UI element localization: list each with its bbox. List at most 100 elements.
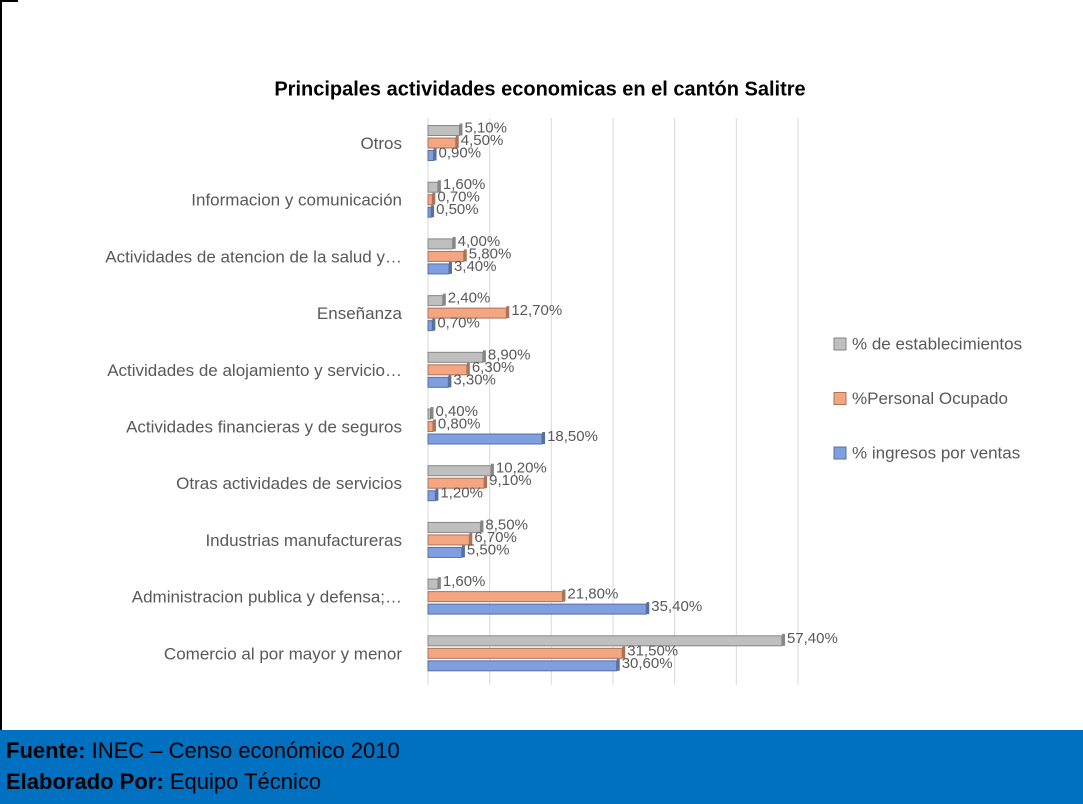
- data-label: 8,90%: [488, 346, 531, 363]
- legend-label: % de establecimientos: [852, 334, 1022, 353]
- bar-side: [542, 432, 546, 445]
- data-label: 0,40%: [435, 403, 478, 420]
- bar-side: [442, 293, 446, 306]
- bar-side: [622, 646, 626, 659]
- bar-side: [459, 123, 463, 136]
- data-label: 5,80%: [469, 245, 512, 262]
- bar: [427, 295, 444, 307]
- data-label: 0,90%: [439, 144, 482, 161]
- bar-side: [506, 306, 510, 319]
- bar-side: [433, 148, 437, 161]
- bar: [427, 546, 463, 558]
- data-label: 5,10%: [464, 119, 507, 136]
- source-label: Fuente:: [6, 738, 86, 763]
- data-label: 1,60%: [443, 176, 486, 193]
- bar-side: [437, 180, 441, 193]
- bar-side: [432, 419, 436, 432]
- bar-side: [431, 205, 435, 218]
- data-label: 6,70%: [474, 529, 517, 546]
- data-label: 0,80%: [438, 415, 481, 432]
- bar-side: [781, 633, 785, 646]
- data-label: 6,30%: [472, 359, 515, 376]
- data-label: 2,40%: [448, 290, 491, 307]
- data-label: 8,50%: [485, 516, 528, 533]
- data-label: 57,40%: [787, 630, 838, 647]
- bar: [427, 660, 618, 672]
- bar-side: [480, 520, 484, 533]
- data-label: 0,70%: [437, 315, 480, 332]
- data-label: 0,70%: [437, 189, 480, 206]
- y-tick-label: Enseñanza: [317, 304, 403, 323]
- footer: Fuente: INEC – Censo económico 2010 Elab…: [0, 730, 1083, 804]
- bar: [427, 408, 431, 420]
- bar-side: [646, 602, 650, 615]
- data-label: 3,40%: [454, 258, 497, 275]
- data-label: 35,40%: [651, 598, 702, 615]
- y-tick-label: Industrias manufactureras: [205, 531, 402, 550]
- legend-label: %Personal Ocupado: [852, 389, 1008, 408]
- bar: [427, 521, 481, 533]
- bar-side: [616, 658, 620, 671]
- chart: Principales actividades economicas en el…: [0, 0, 1022, 730]
- bar: [427, 194, 433, 206]
- data-label: 18,50%: [547, 428, 598, 445]
- data-label: 3,30%: [453, 371, 496, 388]
- y-tick-label: Otros: [360, 134, 402, 153]
- bar: [427, 465, 492, 477]
- bar: [427, 647, 623, 659]
- bar: [427, 421, 434, 433]
- bar-side: [437, 577, 441, 590]
- y-tick-label: Administracion publica y defensa;…: [132, 588, 402, 607]
- bar-side: [461, 545, 465, 558]
- source: INEC – Censo económico 2010: [91, 738, 400, 763]
- bar-side: [469, 532, 473, 545]
- bar: [427, 433, 543, 445]
- data-label: 10,20%: [496, 460, 547, 477]
- legend-label: % ingresos por ventas: [852, 443, 1020, 462]
- author-line: Elaborado Por: Equipo Técnico: [6, 766, 1083, 797]
- data-label: 5,50%: [467, 541, 510, 558]
- data-label: 4,50%: [461, 132, 504, 149]
- bar: [427, 490, 436, 502]
- bar: [427, 150, 435, 162]
- y-tick-label: Otras actividades de servicios: [176, 474, 402, 493]
- bar-side: [466, 362, 470, 375]
- y-tick-label: Actividades financieras y de seguros: [126, 417, 402, 436]
- bar: [427, 603, 647, 615]
- bar-side: [484, 476, 488, 489]
- y-tick-label: Actividades de alojamiento y servicio…: [107, 361, 402, 380]
- source-line: Fuente: INEC – Censo económico 2010: [6, 735, 1083, 766]
- bar: [427, 307, 507, 319]
- bar: [427, 238, 454, 250]
- bar-side: [448, 261, 452, 274]
- y-tick-label: Informacion y comunicación: [191, 191, 402, 210]
- data-label: 21,80%: [567, 586, 618, 603]
- bar: [427, 534, 470, 546]
- bar: [427, 635, 783, 647]
- bar-side: [430, 407, 434, 420]
- bar: [427, 263, 450, 275]
- bar-side: [455, 136, 459, 149]
- bar-side: [432, 192, 436, 205]
- bar: [427, 125, 460, 137]
- y-tick-label: Actividades de atencion de la salud y…: [105, 247, 402, 266]
- legend-swatch: [833, 337, 847, 351]
- bar-side: [452, 236, 456, 249]
- bar-side: [490, 463, 494, 476]
- bar: [427, 206, 432, 218]
- data-label: 30,60%: [622, 655, 673, 672]
- y-tick-label: Comercio al por mayor y menor: [164, 644, 402, 663]
- author: Equipo Técnico: [169, 769, 322, 794]
- legend-swatch: [833, 392, 847, 405]
- legend-swatch: [833, 446, 847, 460]
- bar-side: [562, 589, 566, 602]
- bar-side: [482, 350, 486, 363]
- chart-title: Principales actividades economicas en el…: [274, 78, 805, 100]
- data-label: 1,60%: [443, 573, 486, 590]
- bar-side: [435, 488, 439, 501]
- data-label: 0,50%: [436, 201, 479, 218]
- data-label: 12,70%: [511, 302, 562, 319]
- author-label: Elaborado Por:: [6, 769, 164, 794]
- bar-side: [432, 318, 436, 331]
